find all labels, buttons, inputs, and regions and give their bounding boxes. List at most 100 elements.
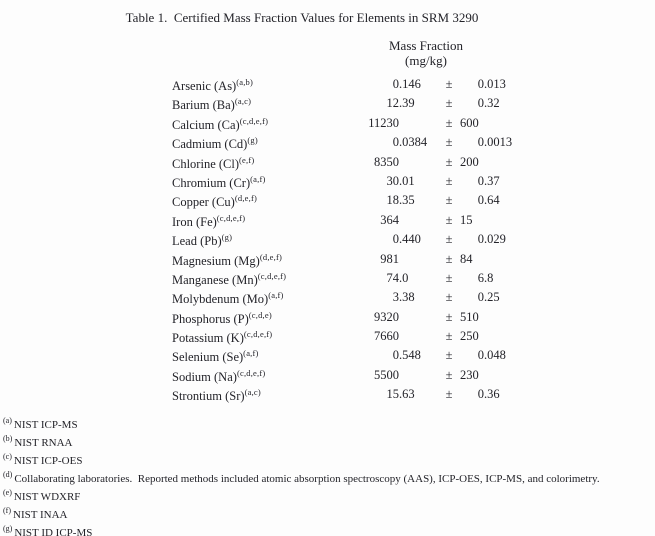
table-row: Sodium (Na)(c,d,e,f) 5500 ± 230 bbox=[172, 368, 542, 387]
plus-minus-symbol: ± bbox=[445, 348, 453, 363]
table-row: Arsenic (As)(a,b) 0 .146 ± 0 .013 bbox=[172, 77, 542, 96]
footnote-marker: (d) bbox=[3, 470, 13, 480]
element-name: Selenium (Se) bbox=[172, 350, 244, 365]
plus-minus-symbol: ± bbox=[445, 173, 453, 188]
footnote-text: NIST WDXRF bbox=[13, 490, 81, 503]
value-integer-part: 9320 bbox=[374, 309, 399, 324]
element-methods-superscript: (c,d,e,f) bbox=[239, 115, 269, 126]
plus-minus-symbol: ± bbox=[445, 290, 453, 305]
table-row: Selenium (Se)(a,f) 0 .548 ± 0 .048 bbox=[172, 348, 542, 367]
value-integer-part: 5500 bbox=[374, 367, 399, 382]
plus-minus-symbol: ± bbox=[445, 270, 453, 285]
uncertainty-fraction-part: .013 bbox=[484, 77, 506, 91]
plus-minus-symbol: ± bbox=[445, 251, 453, 266]
footnote-marker: (b) bbox=[3, 434, 13, 444]
plus-minus-symbol: ± bbox=[445, 193, 453, 208]
uncertainty-fraction-part: .64 bbox=[484, 193, 500, 208]
element-name: Sodium (Na) bbox=[172, 370, 237, 385]
uncertainty-integer-part: 250 bbox=[460, 329, 479, 344]
footnote: (g) NIST ID ICP-MS bbox=[3, 522, 643, 536]
element-methods-superscript: (c,d,e,f) bbox=[236, 367, 266, 378]
element-methods-superscript: (g) bbox=[221, 232, 233, 243]
table-row: Potassium (K)(c,d,e,f) 7660 ± 250 bbox=[172, 329, 542, 348]
uncertainty-integer-part: 6 bbox=[477, 270, 484, 285]
uncertainty-integer-part: 0 bbox=[477, 193, 484, 208]
footnote-text: NIST ICP-OES bbox=[13, 454, 83, 467]
footnote: (f) NIST INAA bbox=[3, 504, 643, 522]
uncertainty-integer-part: 0 bbox=[477, 173, 484, 188]
element-label: Lead (Pb)(g) bbox=[172, 232, 232, 249]
element-methods-superscript: (a,f) bbox=[268, 290, 284, 301]
uncertainty-integer-part: 15 bbox=[460, 212, 473, 227]
table-row: Chromium (Cr)(a,f) 30 .01 ± 0 .37 bbox=[172, 174, 542, 193]
value-fraction-part: .39 bbox=[399, 96, 415, 111]
uncertainty-integer-part: 0 bbox=[477, 290, 484, 305]
table-row: Phosphorus (P)(c,d,e) 9320 ± 510 bbox=[172, 310, 542, 329]
element-name: Potassium (K) bbox=[172, 331, 244, 346]
value-fraction-part: .440 bbox=[399, 232, 421, 247]
value-integer-part: 8350 bbox=[374, 154, 399, 169]
element-label: Magnesium (Mg)(d,e,f) bbox=[172, 252, 282, 269]
table-row: Strontium (Sr)(a,c) 15 .63 ± 0 .36 bbox=[172, 387, 542, 406]
table-row: Manganese (Mn)(c,d,e,f) 74 .0 ± 6 .8 bbox=[172, 271, 542, 290]
plus-minus-symbol: ± bbox=[445, 96, 453, 111]
element-name: Lead (Pb) bbox=[172, 234, 222, 249]
element-methods-superscript: (e,f) bbox=[239, 154, 255, 165]
plus-minus-symbol: ± bbox=[445, 232, 453, 247]
uncertainty-integer-part: 84 bbox=[460, 251, 473, 266]
uncertainty-fraction-part: .029 bbox=[484, 232, 506, 247]
plus-minus-symbol: ± bbox=[445, 154, 453, 169]
element-methods-superscript: (a,f) bbox=[243, 348, 259, 359]
element-label: Arsenic (As)(a,b) bbox=[172, 77, 253, 94]
table-row: Chlorine (Cl)(e,f) 8350 ± 200 bbox=[172, 155, 542, 174]
value-integer-part: 364 bbox=[380, 212, 399, 227]
element-label: Chlorine (Cl)(e,f) bbox=[172, 155, 254, 172]
element-label: Manganese (Mn)(c,d,e,f) bbox=[172, 271, 286, 288]
element-label: Selenium (Se)(a,f) bbox=[172, 348, 259, 365]
element-methods-superscript: (c,d,e,f) bbox=[216, 212, 246, 223]
element-methods-superscript: (d,e,f) bbox=[259, 251, 283, 262]
value-fraction-part: .0 bbox=[399, 270, 409, 285]
footnote-marker: (f) bbox=[3, 506, 11, 516]
element-methods-superscript: (g) bbox=[247, 135, 258, 146]
value-integer-part: 0 bbox=[392, 348, 399, 363]
uncertainty-integer-part: 230 bbox=[460, 367, 479, 382]
value-integer-part: 981 bbox=[380, 251, 399, 266]
element-label: Strontium (Sr)(a,c) bbox=[172, 387, 261, 404]
value-integer-part: 18 bbox=[386, 193, 400, 208]
element-name: Chromium (Cr) bbox=[172, 176, 251, 191]
table-row: Calcium (Ca)(c,d,e,f) 11230 ± 600 bbox=[172, 116, 542, 135]
value-integer-part: 11230 bbox=[368, 115, 399, 130]
footnote: (e) NIST WDXRF bbox=[3, 486, 643, 504]
value-fraction-part: .35 bbox=[399, 193, 415, 208]
element-label: Iron (Fe)(c,d,e,f) bbox=[172, 213, 245, 230]
element-methods-superscript: (a,f) bbox=[250, 173, 266, 184]
element-methods-superscript: (d,e,f) bbox=[234, 193, 258, 204]
uncertainty-fraction-part: .8 bbox=[484, 270, 494, 285]
element-label: Calcium (Ca)(c,d,e,f) bbox=[172, 116, 268, 133]
uncertainty-fraction-part: .36 bbox=[484, 387, 500, 402]
value-fraction-part: .38 bbox=[399, 290, 415, 305]
element-methods-superscript: (c,d,e) bbox=[248, 309, 272, 320]
element-label: Sodium (Na)(c,d,e,f) bbox=[172, 368, 265, 385]
value-integer-part: 30 bbox=[386, 173, 400, 188]
value-fraction-part: .63 bbox=[399, 387, 415, 402]
plus-minus-symbol: ± bbox=[445, 115, 453, 130]
element-name: Copper (Cu) bbox=[172, 195, 235, 210]
footnotes: (a) NIST ICP-MS (b) NIST RNAA (c) NIST ICP-… bbox=[3, 414, 643, 536]
plus-minus-symbol: ± bbox=[445, 329, 453, 344]
table-row: Barium (Ba)(a,c) 12 .39 ± 0 .32 bbox=[172, 96, 542, 115]
footnote: (b) NIST RNAA bbox=[3, 432, 643, 450]
element-name: Barium (Ba) bbox=[172, 98, 235, 113]
element-name: Strontium (Sr) bbox=[172, 389, 245, 404]
element-methods-superscript: (a,b) bbox=[236, 77, 254, 87]
column-header-line1: Mass Fraction bbox=[388, 38, 464, 53]
uncertainty-integer-part: 600 bbox=[460, 115, 479, 130]
footnote-text: Collaborating laboratories. Reported met… bbox=[14, 472, 600, 485]
plus-minus-symbol: ± bbox=[445, 309, 453, 324]
element-name: Phosphorus (P) bbox=[172, 311, 249, 326]
footnote-text: NIST ICP-MS bbox=[13, 418, 78, 431]
mass-fraction-table: Arsenic (As)(a,b) 0 .146 ± 0 .013 Barium… bbox=[172, 77, 542, 407]
element-methods-superscript: (c,d,e,f) bbox=[257, 270, 287, 281]
